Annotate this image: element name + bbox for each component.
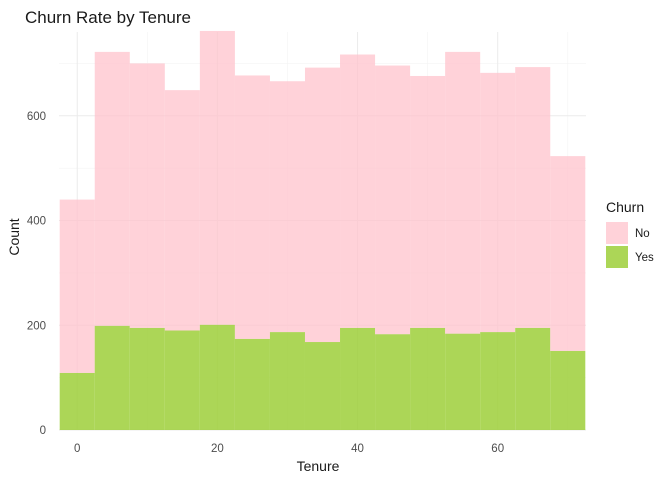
bar-yes [410,327,446,430]
y-tick-label: 0 [40,425,46,437]
x-tick-label: 60 [491,443,504,455]
bar-yes [480,332,516,430]
bar-no [304,67,341,343]
bar-no [269,81,305,333]
bar-no [445,51,481,334]
y-axis: 0 200 400 600 [27,111,46,437]
y-tick-label: 200 [27,320,46,332]
bar-yes [445,333,481,430]
bar-yes [269,332,305,430]
bar-yes [340,327,376,430]
bar-no [164,90,200,331]
x-tick-label: 20 [211,443,224,455]
legend: Churn No Yes [606,199,654,268]
chart-title: Churn Rate by Tenure [25,8,191,27]
x-axis-title: Tenure [297,458,340,474]
bar-yes [304,342,341,430]
bar-yes [234,338,270,430]
bar-yes [164,330,200,430]
bar-yes [375,334,411,430]
legend-label-yes: Yes [635,252,654,264]
y-axis-title: Count [6,218,22,255]
bar-no [375,65,411,335]
bars [59,30,586,430]
bar-no [480,72,516,333]
x-tick-label: 40 [351,443,364,455]
y-tick-label: 600 [27,111,46,123]
bar-no [94,51,130,326]
y-tick-label: 400 [27,216,46,228]
bar-yes [515,327,551,430]
bar-no [59,199,95,373]
bar-no [129,63,165,328]
bar-no [234,75,270,339]
legend-title: Churn [606,199,644,215]
legend-key-no [606,222,628,244]
legend-key-yes [606,246,628,268]
bar-yes [550,350,586,430]
bar-yes [129,327,165,430]
bar-no [515,67,551,328]
bar-yes [199,324,235,430]
bar-no [199,30,235,325]
legend-label-no: No [635,228,650,240]
x-axis: 0 20 40 60 [74,443,504,455]
bar-yes [94,325,130,430]
bar-no [550,156,586,351]
bar-no [410,75,446,328]
x-tick-label: 0 [74,443,80,455]
bar-yes [59,372,95,430]
bar-no [340,54,376,328]
